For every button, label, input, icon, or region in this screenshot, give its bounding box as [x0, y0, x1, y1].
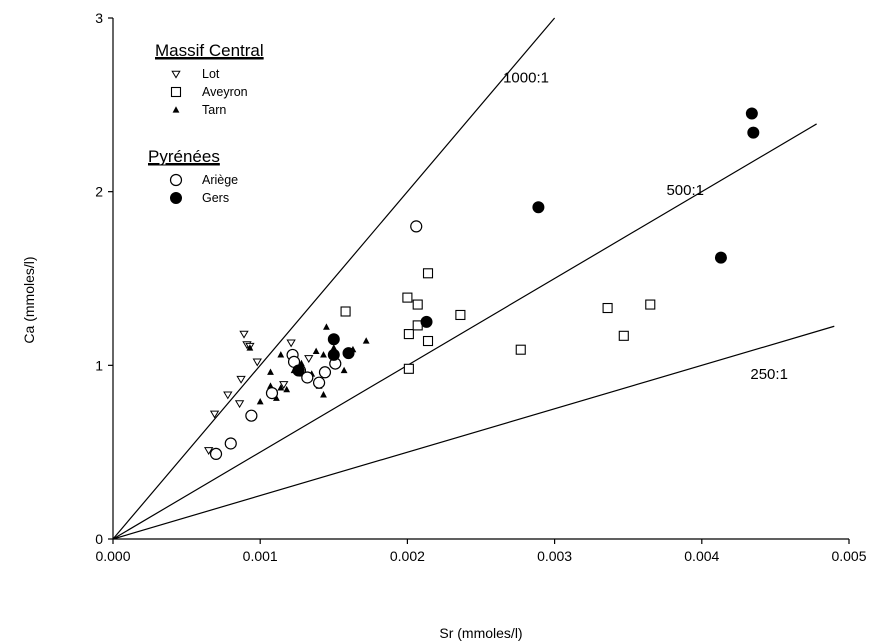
legend: Massif Central Lot Aveyron Tarn Pyrénées Ariè…: [148, 41, 264, 205]
legend-entry-label: Aveyron: [202, 85, 248, 99]
ratio-line-1000-1: [112, 17, 556, 540]
legend-marker: [170, 192, 182, 204]
legend-entry-label: Ariège: [202, 173, 238, 187]
data-point-gers: [292, 364, 305, 377]
data-point-gers: [747, 126, 760, 139]
data-point-aveyron: [412, 299, 423, 310]
y-tick-label: 3: [95, 10, 103, 26]
data-point-aveyron: [422, 268, 434, 279]
data-point-lot: [236, 375, 246, 384]
data-point-lot: [209, 410, 220, 419]
data-point-lot: [304, 355, 314, 363]
data-point-tarn: [320, 351, 327, 358]
data-point-aveyron: [403, 329, 414, 340]
data-point-tarn: [246, 344, 254, 351]
data-point-ariege: [265, 387, 279, 400]
data-point-lot: [223, 391, 233, 400]
data-point-tarn: [340, 366, 348, 374]
y-axis-label: Ca (mmoles/l): [21, 256, 37, 343]
data-point-lot: [234, 400, 245, 409]
data-point-ariege: [318, 366, 332, 379]
data-point-gers: [420, 315, 433, 328]
data-point-tarn: [330, 344, 338, 351]
data-point-ariege: [224, 437, 237, 450]
legend-group-title: Massif Central: [155, 41, 264, 60]
data-point-aveyron: [403, 363, 414, 374]
legend-marker: [170, 86, 182, 98]
x-tick-label: 0.003: [537, 548, 572, 564]
data-point-aveyron: [402, 292, 413, 303]
data-point-gers: [327, 333, 340, 346]
x-tick-label: 0.005: [831, 548, 866, 564]
x-tick-label: 0.004: [684, 548, 719, 564]
data-point-lot: [286, 339, 296, 348]
legend-group-title: Pyrénées: [148, 147, 220, 166]
data-point-tarn: [323, 323, 330, 330]
data-point-tarn: [277, 351, 285, 358]
legend-marker: [172, 106, 180, 113]
data-point-tarn: [283, 385, 291, 393]
ratio-line-label: 1000:1: [503, 69, 549, 86]
data-point-tarn: [320, 391, 327, 398]
ratio-line-label: 500:1: [666, 182, 704, 199]
ratio-line-250-1: [112, 325, 835, 540]
ratio-line-500-1: [112, 123, 817, 540]
data-point-gers: [532, 201, 545, 214]
data-point-ariege: [245, 409, 258, 422]
data-point-lot: [252, 358, 262, 367]
data-point-tarn: [267, 368, 274, 375]
data-point-ariege: [312, 376, 326, 389]
legend-entry-label: Tarn: [202, 103, 226, 117]
data-point-tarn: [256, 398, 264, 405]
x-tick-label: 0.000: [95, 548, 130, 564]
data-point-aveyron: [340, 306, 351, 317]
ratio-line-label: 250:1: [750, 366, 788, 383]
legend-marker: [171, 70, 181, 79]
y-tick-label: 0: [95, 531, 103, 547]
data-point-aveyron: [422, 335, 434, 347]
data-point-tarn: [277, 384, 285, 391]
data-point-lot: [239, 330, 249, 339]
data-point-ariege: [410, 220, 423, 233]
data-point-lot: [204, 447, 214, 456]
data-point-gers: [342, 347, 355, 360]
data-point-aveyron: [515, 344, 526, 355]
data-point-lot: [279, 381, 289, 390]
data-point-aveyron: [602, 302, 613, 314]
data-point-aveyron: [618, 330, 629, 341]
ticks: 0.000 0.001 0.002 0.003 0.004 0.005 0 1 2 3: [95, 10, 867, 564]
data-point-ariege: [209, 447, 223, 461]
x-tick-label: 0.002: [390, 548, 425, 564]
x-tick-label: 0.001: [243, 548, 278, 564]
data-points: [204, 107, 760, 461]
data-point-aveyron: [645, 299, 656, 310]
legend-entry-label: Lot: [202, 67, 220, 81]
data-point-gers: [714, 251, 727, 264]
data-point-tarn: [312, 347, 320, 355]
y-tick-label: 2: [95, 184, 103, 200]
data-point-gers: [745, 107, 758, 120]
data-point-aveyron: [455, 309, 466, 321]
legend-marker: [169, 173, 183, 187]
x-axis-label: Sr (mmoles/l): [439, 625, 522, 641]
data-point-tarn: [272, 394, 280, 401]
legend-entry-label: Gers: [202, 191, 229, 205]
ratio-lines: 1000:1 500:1 250:1: [112, 17, 835, 540]
axes: [112, 18, 849, 540]
data-point-gers: [327, 348, 340, 361]
y-tick-label: 1: [95, 357, 103, 373]
data-point-ariege: [301, 371, 314, 384]
data-point-tarn: [362, 337, 370, 344]
